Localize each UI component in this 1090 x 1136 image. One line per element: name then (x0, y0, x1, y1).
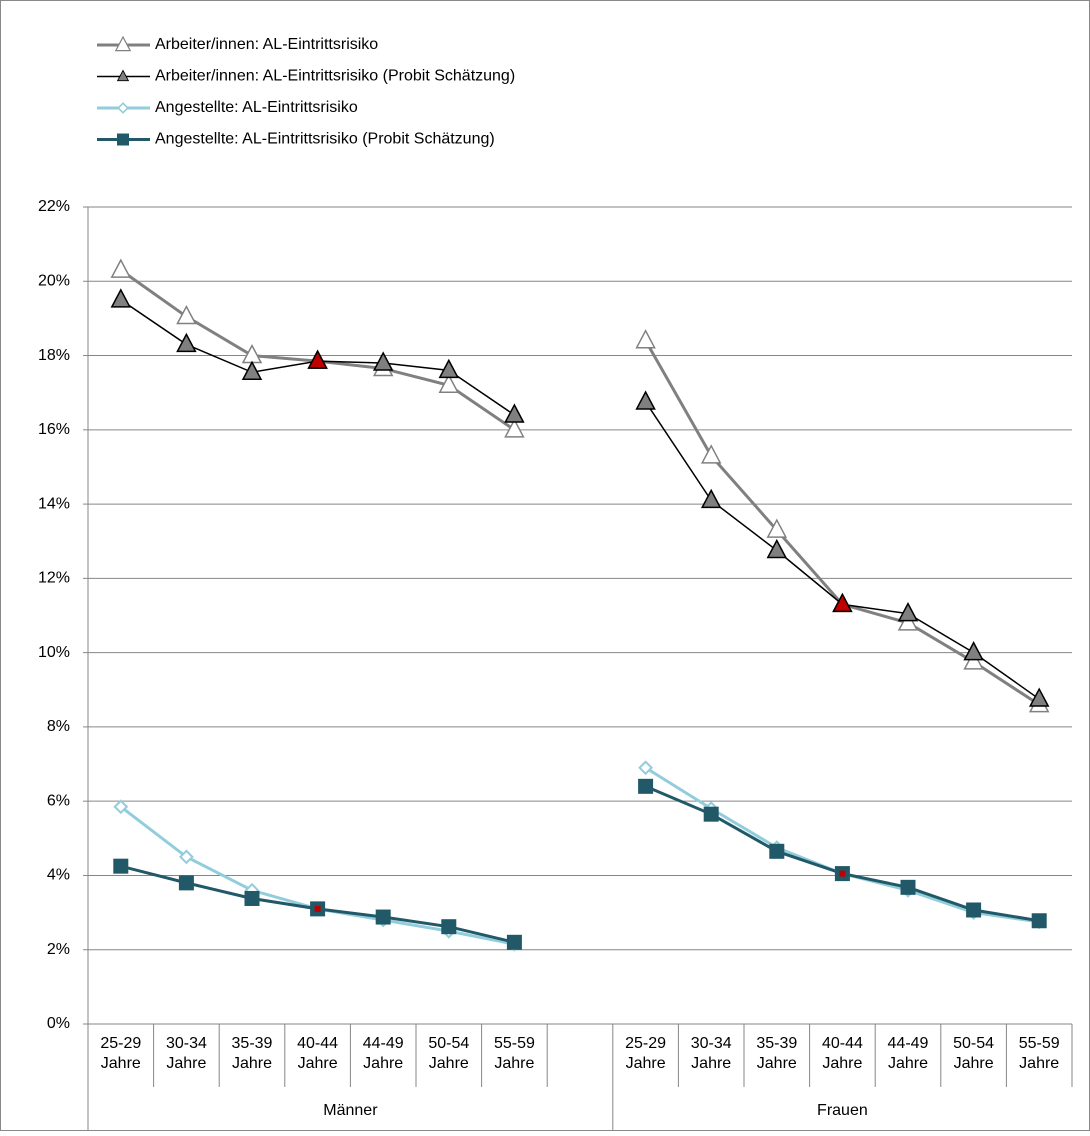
marker (1028, 687, 1050, 707)
legend-label: Angestellte: AL-Eintrittsrisiko (155, 99, 358, 116)
y-tick-label: 2% (47, 941, 70, 958)
x-tick-label: 25-29 Jahre (100, 1035, 141, 1072)
marker (113, 858, 129, 874)
marker (116, 133, 130, 146)
y-tick-label: 4% (47, 867, 70, 884)
marker (963, 641, 984, 661)
marker (110, 258, 132, 278)
marker (900, 879, 916, 895)
x-tick-label: 44-49 Jahre (363, 1035, 404, 1072)
marker (176, 304, 197, 325)
marker (504, 403, 525, 423)
marker (116, 69, 130, 82)
marker (769, 843, 785, 859)
x-tick-label: 40-44 Jahre (297, 1035, 338, 1072)
marker (117, 102, 129, 114)
group-label: Frauen (817, 1102, 868, 1119)
y-tick-label: 20% (38, 272, 70, 289)
y-tick-label: 12% (38, 570, 70, 587)
x-tick-label: 44-49 Jahre (888, 1035, 929, 1072)
marker (241, 360, 263, 381)
y-tick-label: 14% (38, 495, 70, 512)
x-tick-label: 40-44 Jahre (822, 1035, 863, 1072)
marker (963, 650, 984, 670)
x-tick-label: 25-29 Jahre (625, 1035, 666, 1072)
marker (506, 934, 522, 950)
x-tick-label: 30-34 Jahre (166, 1035, 207, 1072)
x-tick-label: 55-59 Jahre (494, 1035, 535, 1072)
marker (176, 332, 197, 353)
marker (635, 329, 656, 349)
y-tick-label: 22% (38, 198, 70, 215)
marker (113, 799, 129, 815)
y-tick-label: 8% (47, 718, 70, 735)
y-tick-label: 6% (47, 792, 70, 809)
marker (438, 373, 460, 394)
marker (897, 611, 919, 631)
marker (766, 538, 788, 559)
y-tick-label: 16% (38, 421, 70, 438)
x-tick-label: 35-39 Jahre (232, 1035, 273, 1072)
legend-label: Arbeiter/innen: AL-Eintrittsrisiko (155, 36, 378, 53)
series (110, 288, 1050, 707)
x-tick-label: 50-54 Jahre (428, 1035, 469, 1072)
marker (372, 351, 394, 371)
marker (110, 288, 132, 308)
y-tick-label: 18% (38, 347, 70, 364)
marker-highlight (314, 905, 321, 912)
legend-label: Arbeiter/innen: AL-Eintrittsrisiko (Prob… (155, 68, 515, 85)
marker (441, 919, 457, 935)
marker (1031, 913, 1047, 929)
marker (178, 875, 194, 891)
marker (635, 390, 656, 410)
x-tick-label: 35-39 Jahre (756, 1035, 797, 1072)
marker (700, 444, 722, 464)
marker (766, 518, 788, 538)
marker (638, 778, 654, 794)
marker (375, 909, 391, 925)
series (113, 778, 1047, 950)
group-label: Männer (323, 1102, 378, 1119)
x-tick-label: 50-54 Jahre (953, 1035, 994, 1072)
marker (114, 35, 132, 52)
marker-highlight (839, 870, 846, 877)
marker (966, 902, 982, 918)
marker (244, 890, 260, 906)
x-tick-label: 30-34 Jahre (691, 1035, 732, 1072)
marker (897, 602, 919, 622)
legend-label: Angestellte: AL-Eintrittsrisiko (Probit … (155, 131, 495, 148)
x-tick-label: 55-59 Jahre (1019, 1035, 1060, 1072)
marker (504, 418, 525, 438)
y-tick-label: 10% (38, 644, 70, 661)
marker (700, 488, 722, 509)
marker (307, 349, 328, 369)
marker (438, 358, 460, 379)
y-tick-label: 0% (47, 1015, 70, 1032)
marker (832, 592, 853, 613)
marker (178, 849, 194, 865)
marker (703, 806, 719, 822)
marker (638, 760, 654, 776)
